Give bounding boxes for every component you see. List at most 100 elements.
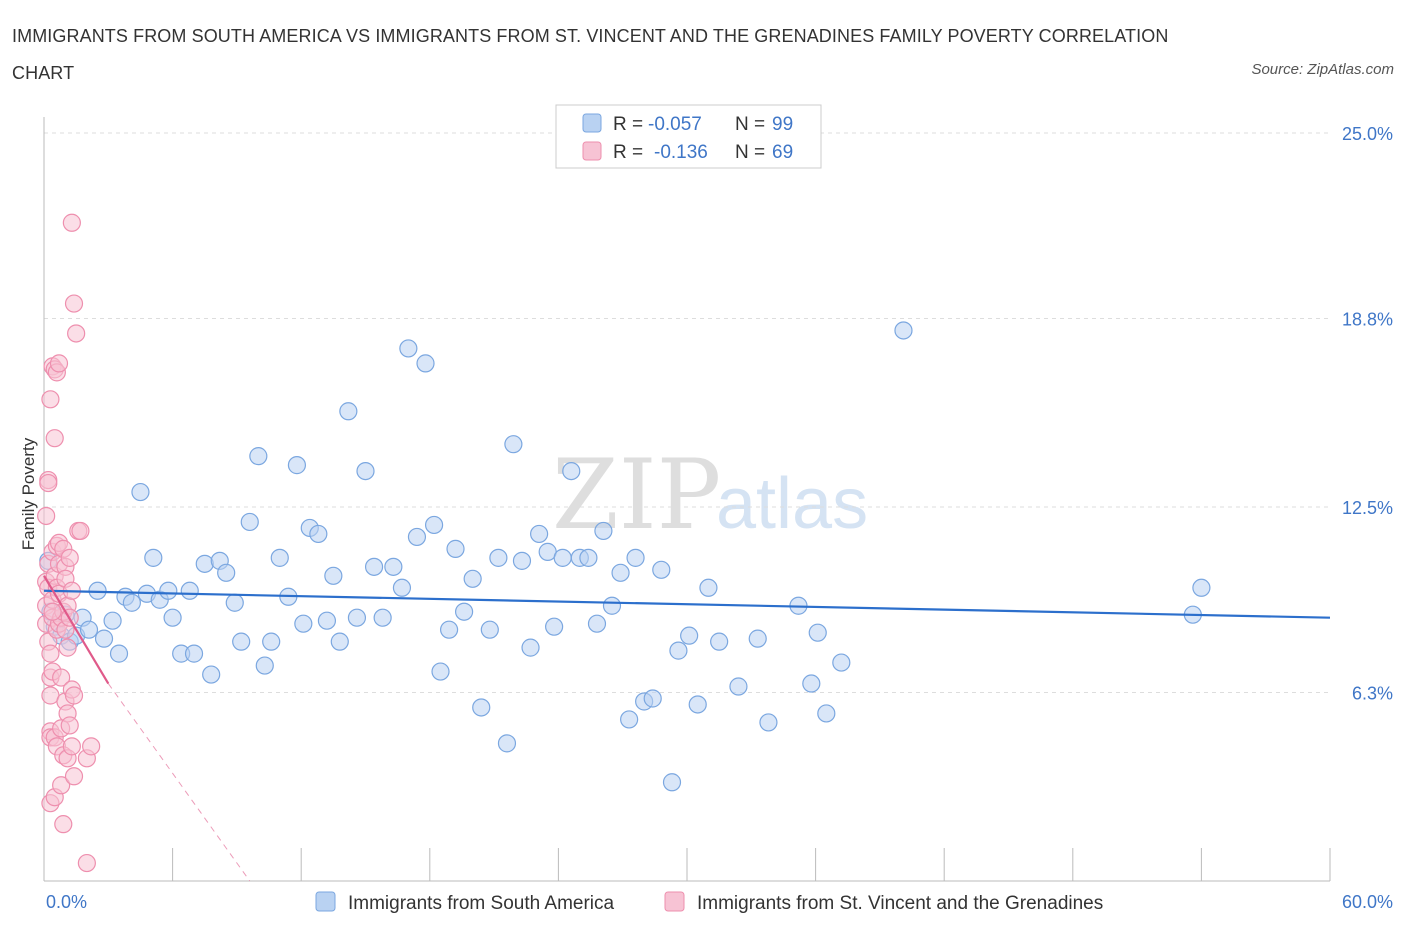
point-series1-15	[41, 390, 60, 409]
point-series0-58	[472, 698, 491, 717]
point-series0-18	[159, 581, 178, 600]
point-series0-94	[832, 653, 851, 672]
y-tick-label-3: 6.3%	[1352, 684, 1393, 704]
watermark-atlas: atlas	[716, 464, 868, 544]
point-series1-60	[64, 686, 84, 705]
point-series0-71	[579, 548, 598, 567]
point-series1-64	[71, 521, 90, 541]
point-series0-43	[347, 608, 367, 627]
trend-line-ext-series1	[107, 683, 251, 882]
legend-n-value-2: 69	[772, 142, 793, 163]
point-series0-75	[611, 563, 630, 582]
point-series0-10	[103, 611, 122, 630]
point-series1-43	[54, 815, 73, 834]
point-series1-62	[67, 324, 86, 343]
bottom-legend-label-st-vincent: Immigrants from St. Vincent and the Gren…	[697, 893, 1103, 914]
point-series0-97	[1192, 578, 1211, 597]
legend-swatch-south-america	[582, 113, 602, 133]
legend-r-value-1: -0.057	[648, 114, 702, 135]
point-series0-13	[122, 593, 141, 612]
point-series0-53	[431, 662, 450, 681]
point-series0-48	[392, 578, 412, 597]
y-tick-label-2: 12.5%	[1342, 498, 1393, 518]
point-series0-61	[497, 734, 517, 753]
bottom-legend-swatch-st-vincent	[664, 891, 685, 912]
point-series0-39	[317, 611, 337, 630]
point-series0-65	[530, 524, 549, 544]
x-tick-label-0: 0.0%	[46, 892, 87, 912]
point-series0-54	[439, 620, 459, 639]
point-series0-67	[545, 617, 564, 636]
point-series0-50	[407, 527, 427, 547]
point-series0-40	[324, 566, 343, 585]
trend-line-series0	[43, 589, 1331, 619]
point-series1-55	[62, 213, 81, 232]
point-series1-49	[58, 638, 77, 657]
point-series0-74	[602, 596, 622, 615]
point-series0-85	[699, 578, 718, 597]
point-series0-51	[416, 354, 435, 373]
point-series0-64	[521, 638, 540, 657]
legend-r-label-2: R =	[613, 142, 643, 163]
point-series0-29	[240, 512, 259, 532]
legend-r-value-2: -0.136	[654, 142, 708, 163]
point-series0-93	[817, 704, 836, 723]
point-series1-3	[37, 506, 56, 526]
point-series0-38	[309, 524, 328, 544]
point-series0-44	[356, 461, 375, 481]
point-series0-45	[364, 557, 384, 576]
point-series1-65	[77, 853, 96, 873]
point-series0-91	[802, 674, 821, 693]
point-series0-62	[504, 435, 523, 454]
point-series0-52	[424, 515, 444, 535]
point-series0-46	[373, 608, 392, 627]
point-series0-89	[759, 713, 778, 732]
point-series0-42	[339, 402, 358, 421]
point-series0-47	[384, 557, 403, 576]
legend-n-label-1: N =	[735, 114, 765, 135]
point-series1-39	[52, 776, 71, 795]
point-series0-72	[587, 614, 607, 633]
point-series0-82	[669, 641, 688, 660]
y-tick-label-1: 18.8%	[1342, 310, 1393, 330]
point-series0-92	[808, 623, 827, 642]
point-series0-73	[594, 521, 613, 541]
point-series0-7	[79, 620, 99, 639]
point-series0-59	[480, 620, 499, 639]
point-series1-25	[45, 429, 64, 448]
point-series0-49	[399, 339, 418, 358]
point-series0-19	[163, 608, 182, 627]
legend-n-label-2: N =	[735, 142, 765, 163]
bottom-legend-label-south-america: Immigrants from South America	[348, 893, 615, 914]
point-series0-55	[446, 539, 465, 558]
point-series0-60	[489, 548, 508, 567]
x-tick-labels: 0.0% 60.0%	[46, 892, 1393, 912]
legend-r-label-1: R =	[613, 114, 643, 135]
bottom-legend-swatch-south-america	[315, 891, 336, 912]
point-series0-81	[662, 773, 682, 792]
point-series0-68	[553, 548, 572, 567]
point-series0-88	[748, 629, 767, 648]
point-series0-9	[94, 629, 114, 648]
watermark-zip: ZIP	[552, 439, 721, 551]
point-series0-36	[294, 614, 313, 633]
watermark: ZIP atlas	[552, 439, 868, 551]
point-series0-31	[255, 656, 274, 675]
point-series0-23	[195, 554, 214, 573]
point-series0-76	[620, 710, 639, 729]
point-series1-52	[60, 548, 79, 567]
point-series0-14	[131, 482, 150, 502]
chart-source: Source: ZipAtlas.com	[1251, 61, 1394, 78]
point-series0-27	[225, 593, 244, 612]
y-axis-label: Family Poverty	[19, 437, 38, 550]
point-series0-24	[202, 665, 221, 684]
point-series0-21	[180, 581, 199, 600]
point-series1-61	[64, 767, 84, 786]
axes	[43, 117, 1331, 882]
point-series0-30	[249, 447, 268, 466]
point-series0-35	[287, 456, 307, 475]
legend-n-value-1: 99	[772, 114, 793, 135]
point-series0-77	[626, 548, 645, 567]
point-series0-11	[109, 644, 129, 663]
